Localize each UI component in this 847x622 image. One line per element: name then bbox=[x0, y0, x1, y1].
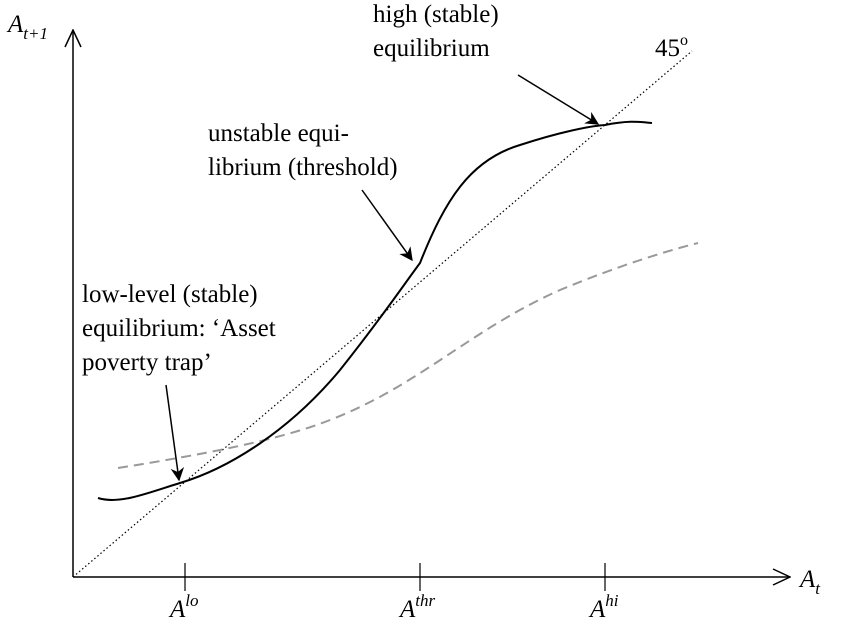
annotation-line: librium (threshold) bbox=[208, 154, 398, 181]
s-curve bbox=[97, 120, 653, 501]
label-base: A bbox=[798, 566, 816, 593]
arrow bbox=[165, 384, 185, 482]
label-sup: o bbox=[680, 32, 688, 49]
label-base: A bbox=[588, 596, 606, 622]
x-axis-label: At bbox=[798, 566, 821, 598]
label-base: A bbox=[398, 596, 416, 622]
tick-label: Ahi bbox=[588, 591, 619, 622]
arrow bbox=[517, 74, 600, 125]
label-base: A bbox=[6, 11, 24, 38]
label-sub: t+1 bbox=[23, 24, 48, 43]
label-base: A bbox=[168, 596, 186, 622]
annotation-line: high (stable) bbox=[373, 1, 499, 28]
label-sup: lo bbox=[185, 591, 198, 610]
annotation-line: equilibrium: ‘Asset bbox=[82, 315, 276, 342]
label-sub: t bbox=[815, 579, 821, 598]
annotation-line: poverty trap’ bbox=[82, 349, 212, 376]
lower-curve bbox=[117, 242, 699, 469]
diagonal-line bbox=[72, 50, 693, 578]
tick-label: Alo bbox=[168, 591, 199, 622]
y-axis-label: At+1 bbox=[6, 11, 48, 43]
label-base: 45 bbox=[655, 35, 680, 62]
diagonal-label: 45o bbox=[655, 32, 688, 62]
annotation-line: equilibrium bbox=[373, 35, 490, 62]
tick-label: Athr bbox=[398, 591, 436, 622]
label-sup: thr bbox=[415, 591, 435, 610]
annotation-line: unstable equi- bbox=[208, 120, 349, 147]
arrow bbox=[361, 189, 413, 262]
label-sup: hi bbox=[605, 591, 619, 610]
annotation-line: low-level (stable) bbox=[82, 281, 258, 308]
